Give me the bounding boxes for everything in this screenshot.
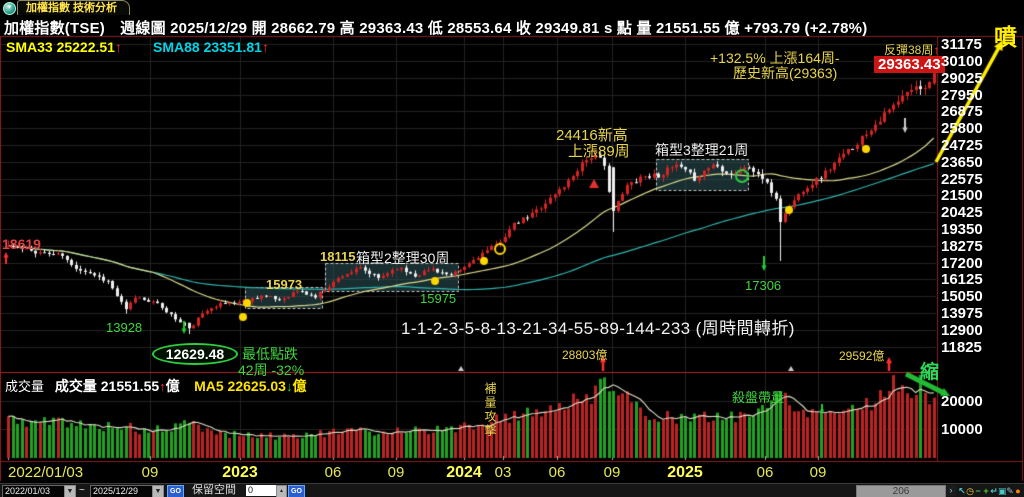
- annotation-17306-low: 17306: [745, 278, 782, 293]
- pencil-icon[interactable]: ✎: [1006, 486, 1014, 496]
- sma88-up-arrow-icon: ↑: [261, 39, 269, 55]
- time-axis-label: 2025: [667, 464, 703, 481]
- keep-space-go-button[interactable]: GO: [288, 485, 305, 497]
- annotation-gain-line1: +132.5% 上漲164周-: [710, 50, 840, 66]
- keep-space-input[interactable]: 0: [246, 485, 276, 496]
- tab-technical-analysis[interactable]: 加權指數 技術分析: [17, 0, 131, 15]
- time-axis-label: 09: [387, 464, 405, 481]
- price-axis-label: 27950: [941, 87, 983, 104]
- price-axis-label: 20000: [941, 393, 983, 410]
- tab-bar: ▾ 加權指數 技術分析: [0, 0, 1024, 16]
- volume-value: 成交量 21551.55: [54, 378, 160, 394]
- bell-icon[interactable]: ●: [1015, 486, 1021, 496]
- price-axis-label: 13975: [941, 305, 983, 322]
- price-axis-label: 31175: [941, 36, 982, 53]
- price-axis-label: 21500: [941, 187, 983, 204]
- annotation-volume-spike1: 28803億: [562, 348, 608, 362]
- annotation-major-low-oval: 12629.48: [152, 343, 238, 365]
- annotation-spray: 噴: [994, 24, 1017, 50]
- annotation-low-note-line2: 42周 -32%: [238, 362, 305, 378]
- annotation-box3-label: 箱型3整理21周: [655, 142, 749, 158]
- annotation-fibonacci-time-sequence: 1-1-2-3-5-8-13-21-34-55-89-144-233 (周時間轉…: [401, 319, 795, 338]
- status-bar: 2022/01/03 ▼ ~ 2025/12/29 ▼ GO 保留空間 0 ▲▼…: [0, 483, 1024, 497]
- price-axis-label: 15050: [941, 288, 983, 305]
- price-axis-label: 23650: [941, 154, 983, 171]
- bar-count-scrollbar[interactable]: 206: [856, 485, 946, 497]
- time-axis-label: 09: [809, 464, 827, 481]
- range-start-dropdown-arrow-icon[interactable]: ▼: [64, 485, 76, 497]
- price-axis-label: 10000: [941, 421, 983, 438]
- price-axis-label: 17200: [941, 255, 983, 272]
- annotation-2022-start-high: 18619: [2, 236, 41, 252]
- quote-header: 加權指數(TSE) 週線圖 2025/12/29 開 28662.79 高 29…: [4, 20, 868, 37]
- time-axis-label: 2023: [222, 464, 258, 481]
- annotation-rebound-weeks: 反彈38周↑: [884, 43, 940, 57]
- range-go-button[interactable]: GO: [167, 485, 184, 497]
- time-axis-label: 09: [603, 464, 621, 481]
- annotation-shrink: 縮: [920, 362, 940, 383]
- price-axis-label: 19350: [941, 221, 983, 238]
- time-axis-label: 2024: [446, 464, 482, 481]
- time-axis-label: 06: [756, 464, 774, 481]
- annotation-box2-low-price: 15975: [420, 291, 457, 306]
- price-axis-label: 12900: [941, 322, 983, 339]
- keep-space-label: 保留空間: [192, 484, 236, 496]
- annotation-ath-price: 29363.43: [874, 56, 945, 73]
- app-menu-icon[interactable]: ▾: [3, 2, 16, 15]
- annotation-gain-line2: 歷史新高(29363): [733, 65, 838, 81]
- plus-icon[interactable]: +: [983, 486, 989, 496]
- undo-icon[interactable]: ↵: [990, 486, 998, 496]
- price-axis-label: 20425: [941, 204, 983, 221]
- price-axis-label: 29025: [941, 70, 983, 87]
- volume-pane-header: 成交量 成交量 21551.55↑億 MA5 22625.03↓億: [5, 378, 307, 394]
- price-axis-label: 24725: [941, 137, 983, 154]
- nw-arrow-icon[interactable]: ↖: [958, 486, 966, 496]
- range-end-dropdown[interactable]: 2025/12/29: [90, 485, 154, 497]
- price-axis-label: 16125: [941, 271, 983, 288]
- volume-ma5-value: MA5 22625.03: [194, 378, 286, 394]
- annotation-box2-top-price: 18115: [320, 249, 356, 264]
- volume-title: 成交量: [5, 379, 45, 394]
- ma5-down-arrow-icon: ↓: [285, 379, 293, 394]
- range-end-dropdown-arrow-icon[interactable]: ▼: [152, 485, 164, 497]
- range-start-dropdown[interactable]: 2022/01/03: [2, 485, 66, 497]
- annotation-volume-attack: 補量攻擊: [483, 382, 497, 438]
- price-axis-label: 26875: [941, 103, 983, 120]
- price-axis-label: 11825: [941, 339, 982, 356]
- time-axis-label: 06: [548, 464, 566, 481]
- price-axis-label: 18275: [941, 238, 983, 255]
- window-icon[interactable]: ▣: [998, 486, 1007, 496]
- volume-up-arrow-icon: ↑: [159, 379, 166, 394]
- sma33-label: SMA33 25222.51↑: [6, 39, 122, 55]
- annotation-box1-top-price: 15973: [266, 277, 303, 292]
- time-axis-label: 06: [324, 464, 342, 481]
- rebound-up-arrow-icon: ↑: [933, 43, 940, 57]
- annotation-sell-volume: 殺盤帶量: [732, 390, 785, 405]
- range-tilde: ~: [79, 485, 85, 496]
- annotation-volume-spike2: 29592億: [839, 349, 885, 363]
- time-axis-label: 2022/01/03: [8, 464, 84, 481]
- sma33-up-arrow-icon: ↑: [114, 39, 122, 55]
- time-axis-label: 03: [494, 464, 512, 481]
- clock-icon[interactable]: ◷: [966, 486, 974, 496]
- price-axis-label: 30100: [941, 53, 983, 70]
- minus-icon[interactable]: −: [975, 486, 981, 496]
- time-axis-label: 09: [141, 464, 159, 481]
- price-axis-label: 22575: [941, 171, 983, 188]
- sma88-label: SMA88 23351.81↑: [153, 39, 269, 55]
- annotation-box2-label: 箱型2整理30周: [356, 250, 450, 266]
- price-axis-label: 25800: [941, 120, 983, 137]
- scroll-next-button[interactable]: ›: [946, 485, 956, 496]
- annotation-24416-high: 24416新高: [556, 127, 628, 144]
- toolbar-icons: ↖ ◷ − + ↵ ▣ ✎ ●: [958, 485, 1024, 496]
- annotation-low-note-line1: 最低點跌: [242, 346, 298, 362]
- annotation-rise-89-weeks: 上漲89周: [568, 143, 630, 160]
- annotation-13928-low: 13928: [106, 320, 143, 335]
- keep-space-spinner[interactable]: ▲▼: [276, 485, 287, 497]
